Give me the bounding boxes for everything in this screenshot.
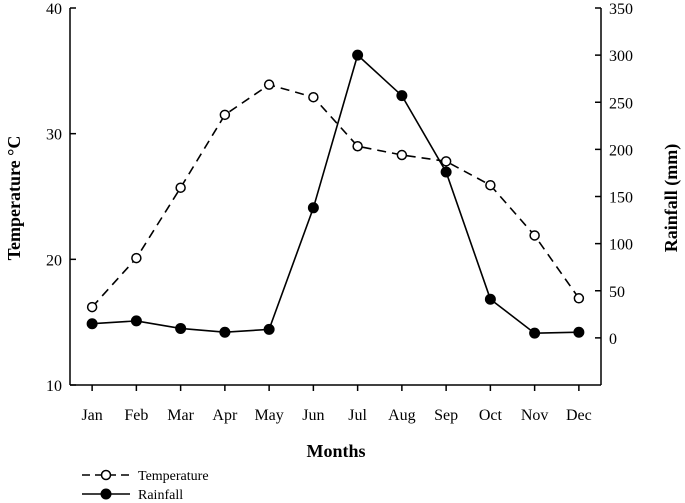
rainfall-point bbox=[573, 326, 585, 338]
temperature-point bbox=[219, 109, 231, 121]
temperature-point bbox=[308, 91, 319, 103]
temperature-point bbox=[175, 182, 186, 193]
right-tick-label: 300 bbox=[609, 48, 633, 65]
rainfall-point bbox=[175, 322, 187, 334]
x-tick-label: May bbox=[254, 407, 283, 424]
x-tick-label: Feb bbox=[124, 407, 148, 424]
temperature-point bbox=[396, 149, 408, 161]
x-tick-label: Apr bbox=[212, 407, 238, 424]
right-tick-label: 350 bbox=[609, 1, 633, 18]
temperature-point bbox=[352, 140, 363, 152]
legend-temperature-label: Temperature bbox=[138, 469, 209, 484]
x-tick-label: Sep bbox=[434, 407, 458, 424]
right-tick-label: 0 bbox=[609, 331, 617, 348]
plot-frame bbox=[69, 8, 602, 386]
rainfall-point bbox=[130, 315, 142, 327]
right-tick-label: 250 bbox=[609, 95, 633, 112]
temperature-point bbox=[263, 79, 275, 90]
legend-temperature-marker bbox=[100, 469, 112, 481]
x-axis-title: Months bbox=[306, 441, 365, 461]
left-tick-label: 20 bbox=[46, 252, 62, 269]
rainfall-point bbox=[307, 202, 319, 214]
temperature-point bbox=[86, 301, 98, 313]
right-tick-label: 50 bbox=[609, 284, 625, 301]
temperature-point bbox=[131, 252, 142, 264]
x-tick-label: Dec bbox=[566, 407, 592, 424]
rainfall-point bbox=[440, 166, 452, 178]
x-tick-label: Nov bbox=[521, 407, 549, 424]
right-tick-label: 100 bbox=[609, 237, 633, 254]
rainfall-point bbox=[529, 327, 541, 339]
legend-rainfall-label: Rainfall bbox=[138, 488, 183, 503]
left-axis-ticks: 10 20 30 40 bbox=[46, 1, 76, 395]
legend-rainfall-marker bbox=[100, 488, 112, 500]
legend: Temperature Rainfall bbox=[82, 469, 209, 503]
x-axis-ticks: Jan Feb Mar Apr May Jun Jul Aug Sep Oct Nov Dec bbox=[81, 385, 592, 424]
legend-item-temperature: Temperature bbox=[82, 469, 209, 484]
x-tick-label: Oct bbox=[479, 407, 503, 424]
rainfall-point bbox=[219, 326, 231, 338]
temperature-point bbox=[573, 293, 585, 304]
temperature-point bbox=[440, 156, 452, 167]
right-tick-label: 150 bbox=[609, 190, 633, 207]
rainfall-point bbox=[86, 318, 98, 330]
left-tick-label: 40 bbox=[46, 1, 62, 18]
left-tick-label: 10 bbox=[46, 378, 62, 395]
right-tick-label: 200 bbox=[609, 142, 633, 159]
rainfall-point bbox=[263, 323, 275, 335]
x-tick-label: Jul bbox=[348, 407, 367, 424]
rainfall-point bbox=[352, 49, 364, 61]
x-tick-label: Aug bbox=[388, 407, 416, 424]
legend-item-rainfall: Rainfall bbox=[82, 488, 183, 503]
rainfall-point bbox=[396, 90, 408, 102]
right-axis-ticks: 0 50 100 150 200 250 300 350 bbox=[595, 1, 633, 348]
x-tick-label: Mar bbox=[167, 407, 194, 424]
rainfall-series-line bbox=[92, 53, 579, 335]
temperature-series-line bbox=[91, 83, 580, 308]
right-axis-title: Rainfall (mm) bbox=[661, 144, 682, 252]
rainfall-point bbox=[484, 293, 496, 305]
left-tick-label: 30 bbox=[46, 127, 62, 144]
temperature-point bbox=[485, 179, 496, 191]
temperature-point bbox=[529, 230, 540, 241]
left-axis-title: Temperature °C bbox=[4, 136, 24, 261]
x-tick-label: Jan bbox=[81, 407, 102, 424]
x-tick-label: Jun bbox=[302, 407, 324, 424]
series-layer bbox=[86, 49, 585, 339]
